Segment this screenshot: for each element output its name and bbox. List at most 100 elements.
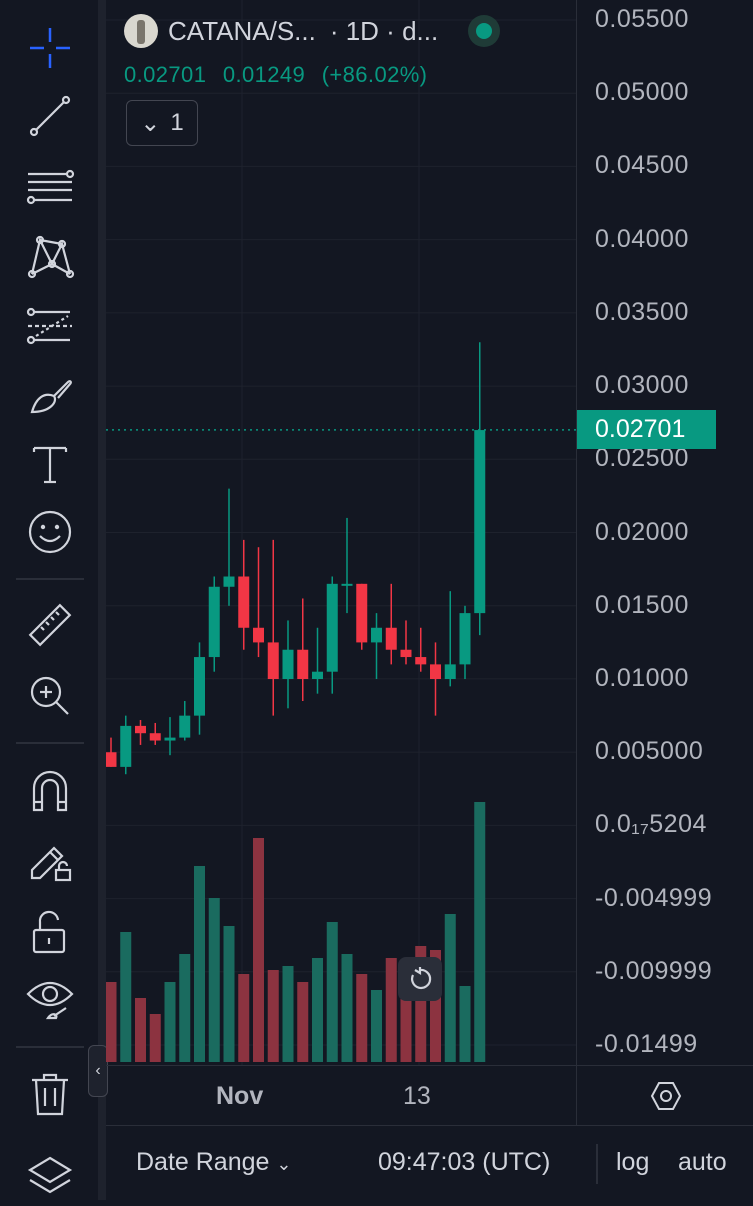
date-range-label: Date Range	[136, 1148, 270, 1176]
candle-body	[238, 576, 250, 628]
zoom-in-icon[interactable]	[18, 668, 82, 724]
candle-body	[179, 715, 191, 738]
candle-body	[164, 737, 176, 741]
time-scale[interactable]: Nov 13	[106, 1065, 576, 1126]
symbol-legend: CATANA/S... · 1D · d... 0.02701 0.01249 …	[124, 14, 501, 88]
indicators-count: 1	[170, 109, 184, 136]
candle-body	[356, 583, 368, 643]
price-tick-label: 0.01000	[595, 663, 689, 692]
volume-bar	[341, 954, 353, 1062]
candle-body	[341, 583, 353, 586]
time-label-13: 13	[403, 1082, 431, 1110]
candle-body	[430, 664, 441, 680]
volume-bar	[415, 946, 427, 1062]
candle-body	[459, 613, 471, 665]
candle-body	[444, 664, 456, 680]
reset-icon	[411, 967, 432, 989]
price-tick-label: -0.004999	[595, 883, 713, 912]
price-tick-label: 0.04500	[595, 151, 689, 180]
candle-body	[223, 576, 235, 587]
prediction-icon[interactable]	[18, 298, 82, 354]
candle-body	[385, 627, 397, 650]
volume-bar	[371, 990, 382, 1062]
pattern-icon[interactable]	[18, 228, 82, 284]
volume-bar	[385, 958, 397, 1062]
market-status-icon	[468, 15, 501, 47]
clock-time: 09:47:03 (UTC)	[378, 1148, 551, 1176]
price-tick-label: 0.01500	[595, 590, 689, 619]
volume-bar	[459, 986, 471, 1062]
candle-body	[297, 649, 309, 680]
date-range-button[interactable]: Date Range ⌄	[136, 1148, 291, 1177]
last-value: 0.02701	[124, 62, 207, 87]
candle-body	[282, 649, 294, 680]
candle-body	[326, 583, 338, 672]
bottom-divider	[596, 1144, 598, 1184]
price-tick-label: 0.05000	[595, 78, 689, 107]
candle-body	[267, 642, 279, 680]
bottom-toolbar: Date Range ⌄ 09:47:03 (UTC) log auto	[106, 1125, 753, 1201]
collapse-toolbar-button[interactable]: ‹	[88, 1045, 108, 1097]
price-tick-label: 0.02000	[595, 517, 689, 546]
candle-body	[194, 657, 205, 716]
object-tree-icon[interactable]	[18, 1150, 82, 1206]
volume-bar	[238, 974, 250, 1062]
trend-line-icon[interactable]	[18, 88, 82, 144]
chart-settings-button[interactable]	[576, 1065, 753, 1126]
emoji-icon[interactable]	[18, 504, 82, 560]
toolbar-border	[98, 0, 106, 1200]
text-tool-icon[interactable]	[18, 436, 82, 492]
volume-bar	[149, 1014, 161, 1062]
volume-bar	[208, 898, 220, 1062]
change-value: 0.01249	[222, 62, 306, 87]
volume-bar	[474, 802, 486, 1062]
log-scale-toggle[interactable]: log	[616, 1148, 650, 1176]
candle-body	[253, 627, 264, 643]
candle-body	[120, 725, 132, 767]
crosshair-icon[interactable]	[18, 20, 82, 76]
drawing-toolbar	[0, 0, 98, 1200]
time-label-nov: Nov	[216, 1082, 264, 1110]
volume-bar	[194, 866, 205, 1062]
magnet-icon[interactable]	[18, 764, 82, 820]
trash-icon[interactable]	[18, 1066, 82, 1122]
unlock-icon[interactable]	[18, 904, 82, 960]
price-tick-label: 0.0₁₇5204	[595, 810, 707, 839]
interval-label[interactable]: · 1D · d...	[329, 15, 439, 46]
indicators-toggle-button[interactable]: ⌄ 1	[126, 100, 198, 146]
symbol-name[interactable]: CATANA/S...	[168, 15, 316, 46]
toolbar-divider	[16, 742, 84, 744]
auto-scale-toggle[interactable]: auto	[678, 1148, 727, 1176]
volume-bar	[267, 970, 279, 1062]
settings-hexagon-icon	[650, 1082, 681, 1110]
price-chart	[105, 0, 576, 1065]
price-tick-label: 0.005000	[595, 737, 704, 766]
eye-icon[interactable]	[18, 970, 82, 1026]
reset-chart-button[interactable]	[398, 957, 442, 1001]
chevron-down-icon: ⌄	[276, 1154, 292, 1174]
candle-body	[415, 657, 427, 665]
volume-bar	[105, 982, 117, 1062]
volume-bar	[297, 982, 309, 1062]
price-scale[interactable]: 0.05500 0.05000 0.04500 0.04000 0.03500 0.030…	[576, 0, 753, 1065]
price-tick-label: 0.04000	[595, 224, 689, 253]
last-price-label: 0.02701	[577, 410, 716, 449]
volume-bar	[400, 978, 412, 1062]
candle-body	[371, 627, 382, 643]
volume-bar	[253, 838, 264, 1062]
toolbar-divider	[16, 1046, 84, 1048]
fib-retracement-icon[interactable]	[18, 160, 82, 216]
volume-bar	[179, 954, 191, 1062]
volume-bar	[120, 932, 132, 1062]
toolbar-divider	[16, 578, 84, 580]
chart-pane[interactable]	[105, 0, 576, 1065]
brush-icon[interactable]	[18, 366, 82, 422]
candle-body	[400, 649, 412, 658]
candle-body	[135, 725, 146, 734]
change-percent: (+86.02%)	[321, 62, 428, 87]
volume-bar	[282, 966, 294, 1062]
lock-drawing-icon[interactable]	[18, 832, 82, 888]
candle-body	[474, 430, 486, 614]
ruler-icon[interactable]	[18, 598, 82, 654]
price-tick-label: 0.05500	[595, 5, 689, 33]
